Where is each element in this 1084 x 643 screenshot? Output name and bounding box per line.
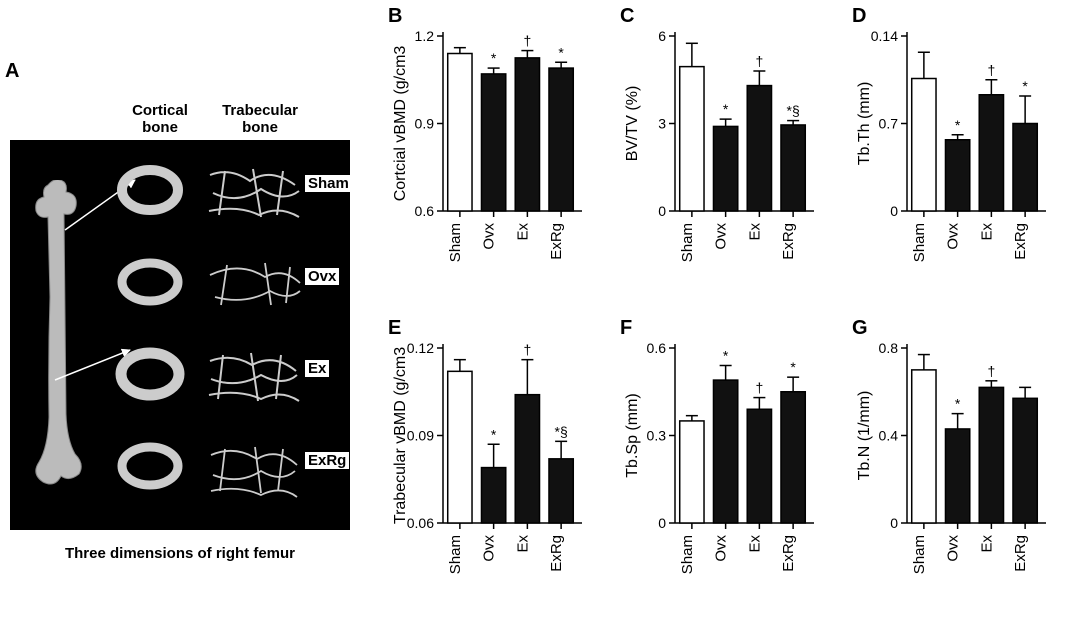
panel-a-caption: Three dimensions of right femur	[50, 545, 310, 562]
svg-text:*§: *§	[787, 103, 800, 119]
svg-text:Sham: Sham	[911, 223, 928, 262]
chart-d: D 0 0.7 0.14 Tb.Th (mm) Sham * Ovx † Ex * ExRg	[852, 6, 1047, 326]
svg-text:Cortcial vBMD (g/cm3: Cortcial vBMD (g/cm3	[392, 46, 409, 202]
svg-text:ExRg: ExRg	[548, 535, 565, 572]
svg-text:*: *	[491, 50, 497, 66]
svg-text:0.6: 0.6	[647, 340, 667, 356]
svg-text:G: G	[852, 317, 868, 339]
svg-text:0.4: 0.4	[879, 428, 899, 444]
svg-text:0: 0	[890, 515, 898, 531]
svg-text:0.09: 0.09	[407, 428, 434, 444]
svg-text:E: E	[388, 317, 401, 339]
svg-text:3: 3	[658, 116, 666, 132]
svg-text:Sham: Sham	[679, 535, 696, 574]
svg-text:F: F	[620, 317, 632, 339]
svg-text:Tb.Sp (mm): Tb.Sp (mm)	[624, 393, 641, 477]
svg-text:ExRg: ExRg	[1012, 223, 1029, 260]
svg-text:0.3: 0.3	[647, 428, 667, 444]
panel-a-imagebox	[10, 140, 350, 530]
chart-g: G 0 0.4 0.8 Tb.N (1/mm) Sham * Ovx † Ex ExRg	[852, 318, 1047, 638]
svg-text:0.7: 0.7	[879, 116, 899, 132]
svg-text:0.8: 0.8	[879, 340, 899, 356]
svg-text:Trabecular vBMD (g/cm3: Trabecular vBMD (g/cm3	[392, 347, 409, 524]
svg-text:1.2: 1.2	[415, 28, 435, 44]
svg-text:ExRg: ExRg	[780, 223, 797, 260]
panel-a: A Cortical bone Trabecular bone	[0, 40, 365, 600]
svg-text:Ex: Ex	[746, 223, 763, 241]
svg-text:0.12: 0.12	[407, 340, 434, 356]
svg-text:Tb.N (1/mm): Tb.N (1/mm)	[856, 391, 873, 481]
svg-text:Ex: Ex	[746, 535, 763, 553]
svg-text:*§: *§	[555, 423, 568, 439]
svg-text:Ovx: Ovx	[713, 223, 730, 250]
chart-b: B 0.6 0.9 1.2 Cortcial vBMD (g/cm3 Sham * Ovx † E…	[388, 6, 583, 326]
svg-text:Sham: Sham	[911, 535, 928, 574]
svg-text:*: *	[558, 44, 564, 60]
svg-text:*: *	[955, 396, 961, 412]
svg-text:B: B	[388, 5, 402, 27]
svg-text:†: †	[523, 342, 531, 358]
svg-text:*: *	[723, 348, 729, 364]
svg-text:Tb.Th (mm): Tb.Th (mm)	[856, 82, 873, 166]
row-label: Ex	[305, 360, 329, 377]
svg-text:ExRg: ExRg	[1012, 535, 1029, 572]
ct-rows	[115, 155, 315, 515]
chart-f: F 0 0.3 0.6 Tb.Sp (mm) Sham * Ovx † Ex * ExRg	[620, 318, 815, 638]
svg-text:ExRg: ExRg	[780, 535, 797, 572]
svg-text:0.06: 0.06	[407, 515, 434, 531]
chart-e: E 0.06 0.09 0.12Trabecular vBMD (g/cm3 Sham *…	[388, 318, 583, 638]
svg-text:Sham: Sham	[447, 535, 464, 574]
svg-text:0: 0	[890, 203, 898, 219]
svg-text:Sham: Sham	[447, 223, 464, 262]
svg-text:*: *	[790, 359, 796, 375]
svg-text:0.14: 0.14	[871, 28, 898, 44]
svg-text:†: †	[987, 363, 995, 379]
svg-text:0.6: 0.6	[415, 203, 435, 219]
svg-text:Ex: Ex	[978, 535, 995, 553]
svg-text:Ovx: Ovx	[481, 223, 498, 250]
svg-text:BV/TV (%): BV/TV (%)	[624, 86, 641, 162]
svg-text:Ex: Ex	[514, 535, 531, 553]
svg-text:Ovx: Ovx	[945, 223, 962, 250]
svg-text:6: 6	[658, 28, 666, 44]
svg-text:0.9: 0.9	[415, 116, 435, 132]
svg-text:ExRg: ExRg	[548, 223, 565, 260]
svg-text:Sham: Sham	[679, 223, 696, 262]
svg-text:0: 0	[658, 203, 666, 219]
svg-text:Ovx: Ovx	[713, 535, 730, 562]
svg-text:*: *	[955, 117, 961, 133]
chart-c: C 0 3 6 BV/TV (%) Sham * Ovx † Ex *§ ExRg	[620, 6, 815, 326]
svg-text:Ovx: Ovx	[945, 535, 962, 562]
panel-a-label: A	[5, 60, 19, 83]
svg-text:C: C	[620, 5, 634, 27]
svg-text:0: 0	[658, 515, 666, 531]
svg-text:†: †	[987, 62, 995, 78]
svg-text:†: †	[755, 380, 763, 396]
row-label: Sham	[305, 175, 352, 192]
svg-text:†: †	[523, 33, 531, 49]
svg-text:Ex: Ex	[514, 223, 531, 241]
row-label: Ovx	[305, 268, 339, 285]
col-head-cortical: Cortical bone	[115, 102, 205, 136]
svg-text:*: *	[723, 101, 729, 117]
svg-text:D: D	[852, 5, 866, 27]
svg-text:*: *	[1022, 78, 1028, 94]
col-head-trabecular: Trabecular bone	[215, 102, 305, 136]
svg-text:†: †	[755, 53, 763, 69]
svg-text:*: *	[491, 426, 497, 442]
svg-text:Ovx: Ovx	[481, 535, 498, 562]
svg-text:Ex: Ex	[978, 223, 995, 241]
row-label: ExRg	[305, 452, 349, 469]
